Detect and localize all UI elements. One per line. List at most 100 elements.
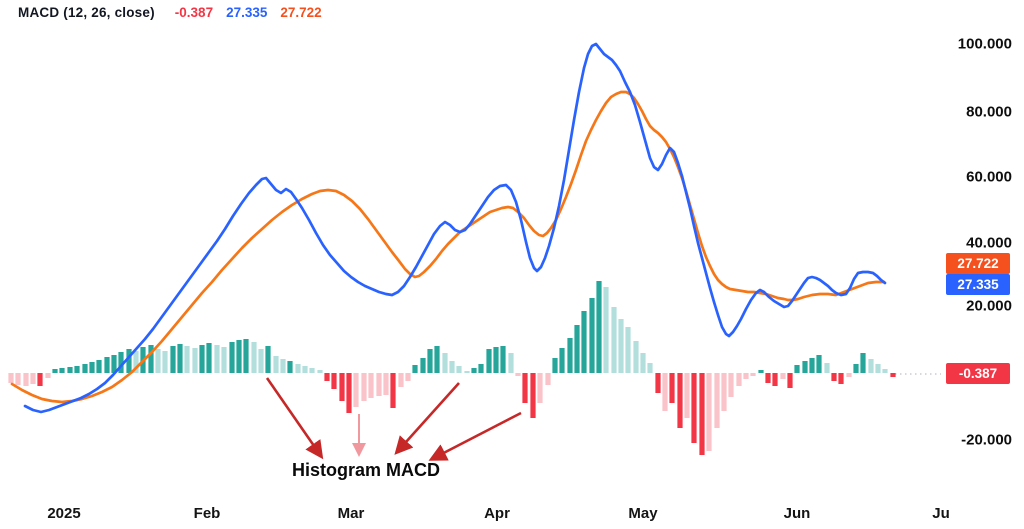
time-scale[interactable]: 2025 Feb Mar Apr May Jun Ju bbox=[0, 498, 1024, 529]
legend-histogram-value: -0.387 bbox=[174, 5, 214, 20]
signal-line bbox=[10, 90, 886, 404]
histogram-bar bbox=[816, 355, 822, 373]
histogram-bar bbox=[838, 373, 844, 384]
histogram-bar bbox=[486, 349, 492, 373]
histogram-bar bbox=[251, 342, 257, 373]
histogram-bar bbox=[831, 373, 837, 381]
histogram-bar bbox=[515, 373, 521, 376]
histogram-bar bbox=[522, 373, 528, 403]
histogram-bar bbox=[677, 373, 683, 428]
macd-line bbox=[23, 42, 887, 414]
indicator-legend[interactable]: MACD (12, 26, close) -0.387 27.335 27.72… bbox=[18, 5, 335, 20]
histogram-bar bbox=[214, 345, 220, 373]
histogram-bar bbox=[493, 347, 499, 373]
histogram-bar bbox=[118, 352, 124, 373]
histogram-bar bbox=[464, 371, 470, 373]
histogram-bar bbox=[265, 346, 271, 373]
time-axis-label-2025: 2025 bbox=[47, 505, 81, 522]
histogram-bar bbox=[133, 351, 139, 373]
histogram-bar bbox=[567, 338, 573, 373]
histogram-bar bbox=[611, 307, 617, 373]
histogram-bar bbox=[361, 373, 367, 401]
histogram-bar bbox=[456, 366, 462, 373]
histogram-bar bbox=[743, 373, 749, 379]
histogram-bar bbox=[420, 358, 426, 373]
price-scale[interactable]: 100.000 80.000 60.000 40.000 20.000 -20.000 bbox=[934, 0, 1024, 500]
histogram-bar bbox=[875, 364, 881, 373]
histogram-bar bbox=[170, 346, 176, 373]
legend-signal-value: 27.722 bbox=[280, 5, 322, 20]
histogram-bar bbox=[309, 368, 315, 373]
histogram-bar bbox=[162, 351, 168, 373]
histogram-bar bbox=[280, 359, 286, 373]
histogram-bar bbox=[471, 368, 477, 373]
histogram-bar bbox=[184, 346, 190, 373]
histogram-bar bbox=[581, 311, 587, 373]
histogram-bar bbox=[794, 365, 800, 373]
time-axis-label-jun: Jun bbox=[783, 505, 811, 522]
histogram-bar bbox=[390, 373, 396, 408]
histogram-bar bbox=[177, 344, 183, 373]
histogram-bar bbox=[287, 361, 293, 373]
histogram-bar bbox=[155, 349, 161, 373]
histogram-bar bbox=[758, 370, 764, 373]
histogram-bar bbox=[449, 361, 455, 373]
histogram-bar bbox=[221, 347, 227, 373]
histogram-bar bbox=[405, 373, 411, 381]
histogram-bar bbox=[640, 353, 646, 373]
histogram-bar bbox=[662, 373, 668, 411]
histogram-bar bbox=[500, 346, 506, 373]
histogram-bar bbox=[434, 346, 440, 373]
histogram-bar bbox=[192, 348, 198, 373]
histogram-bar bbox=[669, 373, 675, 403]
histogram-bar bbox=[45, 373, 51, 378]
y-axis-tick-label: -20.000 bbox=[961, 431, 1012, 449]
histogram-bar bbox=[206, 343, 212, 373]
histogram-bar bbox=[552, 358, 558, 373]
histogram-bar bbox=[442, 353, 448, 373]
histogram-bar bbox=[324, 373, 330, 381]
histogram-bar bbox=[148, 345, 154, 373]
histogram-bar bbox=[655, 373, 661, 393]
histogram-bar bbox=[273, 356, 279, 373]
histogram-bar bbox=[52, 369, 58, 373]
y-axis-tick-label: 40.000 bbox=[966, 234, 1012, 252]
histogram-bar bbox=[574, 325, 580, 373]
histogram-bar bbox=[478, 364, 484, 373]
histogram-bar bbox=[728, 373, 734, 397]
histogram-bar bbox=[508, 353, 514, 373]
histogram-bar bbox=[331, 373, 337, 389]
histogram-bar bbox=[699, 373, 705, 455]
histogram-bar bbox=[96, 360, 102, 373]
histogram-bar bbox=[860, 353, 866, 373]
histogram-bar bbox=[339, 373, 345, 401]
histogram-bar bbox=[353, 373, 359, 407]
histogram-bar bbox=[317, 370, 323, 373]
histogram-bar bbox=[882, 369, 888, 373]
histogram-bar bbox=[74, 366, 80, 373]
histogram-bar bbox=[714, 373, 720, 428]
price-badge-27335: 27.335 bbox=[946, 274, 1010, 295]
annotation-arrow bbox=[265, 377, 324, 460]
histogram-bar bbox=[853, 364, 859, 373]
histogram-bar bbox=[647, 363, 653, 373]
y-axis-tick-label: 80.000 bbox=[966, 103, 1012, 121]
annotation-arrows bbox=[265, 377, 522, 461]
histogram-bar bbox=[346, 373, 352, 413]
histogram-bar bbox=[618, 319, 624, 373]
histogram-bar bbox=[545, 373, 551, 385]
time-axis-label-ju: Ju bbox=[932, 505, 950, 522]
histogram-bar bbox=[846, 373, 852, 377]
histogram-bar bbox=[30, 373, 36, 384]
histogram-bar bbox=[750, 373, 756, 376]
histogram-bar bbox=[721, 373, 727, 411]
histogram-bar bbox=[780, 373, 786, 379]
histogram-bar bbox=[706, 373, 712, 451]
histogram-bar bbox=[376, 373, 382, 396]
histogram-bar bbox=[8, 373, 14, 383]
histogram-bar bbox=[736, 373, 742, 386]
legend-macd-value: 27.335 bbox=[226, 5, 268, 20]
